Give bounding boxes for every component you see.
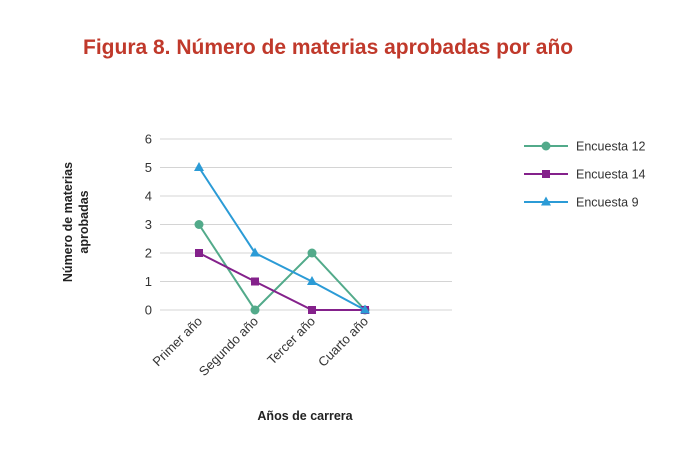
data-point [195, 249, 203, 257]
legend-item: Encuesta 9 [524, 196, 639, 210]
series-group [194, 162, 370, 315]
data-point [307, 248, 317, 258]
legend-marker [541, 196, 551, 206]
y-tick-label: 3 [145, 217, 152, 232]
legend-label: Encuesta 12 [576, 140, 646, 154]
y-tick-label: 4 [145, 189, 152, 204]
legend-item: Encuesta 14 [524, 168, 646, 182]
legend-marker [542, 170, 550, 178]
x-tick-label: Primer año [150, 314, 206, 370]
y-tick-label: 0 [145, 303, 152, 318]
legend: Encuesta 12 Encuesta 14 Encuesta 9 [524, 140, 646, 210]
gridlines [160, 138, 452, 311]
legend-item: Encuesta 12 [524, 140, 646, 154]
data-point [250, 247, 260, 257]
y-tick-label: 5 [145, 160, 152, 175]
data-point [360, 304, 370, 314]
data-point [308, 306, 316, 314]
y-axis-title-line: aprobadas [77, 190, 91, 253]
y-tick-label: 2 [145, 246, 152, 261]
data-point [194, 220, 204, 229]
x-tick-label: Tercer año [264, 314, 318, 368]
y-tick-label: 6 [145, 132, 152, 147]
chart-title: Figura 8. Número de materias aprobadas p… [83, 36, 574, 59]
legend-marker [541, 141, 551, 151]
legend-label: Encuesta 9 [576, 196, 639, 210]
y-axis-title: Número de materias aprobadas [61, 162, 91, 282]
y-axis-ticks: 0 1 2 3 4 5 6 [145, 132, 152, 318]
series-line [198, 252, 365, 311]
y-axis-title-line: Número de materias [61, 162, 75, 282]
x-tick-label: Segundo año [196, 314, 261, 379]
series-line [198, 166, 366, 311]
legend-label: Encuesta 14 [576, 168, 646, 182]
data-point [250, 305, 260, 315]
x-axis-title: Años de carrera [257, 409, 353, 423]
data-point [251, 277, 259, 286]
data-point [307, 276, 317, 285]
y-tick-label: 1 [145, 274, 152, 289]
data-point [194, 162, 204, 171]
x-tick-label: Cuarto año [315, 314, 371, 370]
series-encuesta-9 [194, 162, 370, 314]
